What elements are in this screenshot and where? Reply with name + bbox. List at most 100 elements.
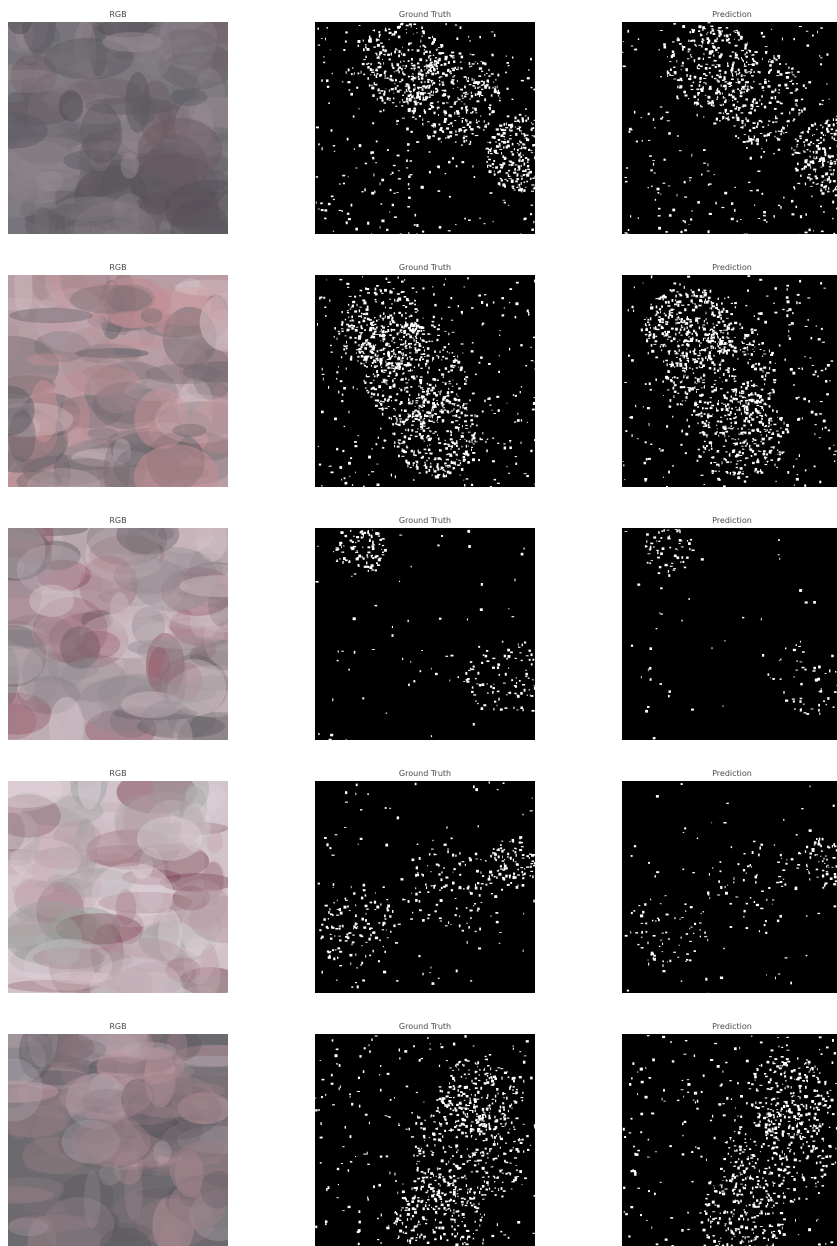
- mask-speckle: [422, 359, 424, 361]
- mask-speckle: [430, 104, 431, 106]
- mask-speckle: [738, 137, 740, 139]
- mask-speckle: [687, 276, 690, 278]
- mask-speckle: [460, 475, 461, 476]
- mask-speckle: [482, 683, 485, 686]
- mask-speckle: [777, 417, 778, 418]
- mask-speckle: [666, 112, 669, 114]
- mask-speckle: [381, 335, 383, 337]
- mask-speckle: [528, 313, 529, 315]
- mask-speckle: [694, 96, 697, 99]
- mask-speckle: [742, 86, 744, 89]
- mask-speckle: [720, 317, 722, 320]
- mask-speckle: [404, 364, 407, 366]
- mask-speckle: [533, 402, 535, 405]
- mask-speckle: [350, 358, 352, 361]
- mask-speckle: [775, 287, 777, 290]
- mask-speckle: [461, 101, 462, 102]
- mask-speckle: [406, 91, 408, 92]
- mask-speckle: [660, 450, 661, 451]
- mask-speckle: [720, 417, 722, 418]
- mask-speckle: [408, 176, 410, 178]
- mask-speckle: [363, 320, 366, 323]
- mask-speckle: [806, 213, 807, 216]
- mask-speckle: [770, 62, 772, 63]
- mask-speckle: [383, 93, 385, 96]
- mask-speckle: [737, 461, 739, 462]
- mask-speckle: [445, 137, 446, 139]
- mask-speckle: [444, 111, 447, 114]
- mask-speckle: [345, 41, 347, 43]
- mask-speckle: [736, 467, 738, 468]
- mask-speckle: [458, 396, 459, 397]
- mask-speckle: [504, 307, 505, 308]
- mask-speckle: [352, 484, 353, 486]
- mask-speckle: [427, 383, 428, 385]
- mask-speckle: [463, 456, 466, 458]
- mask-speckle: [373, 380, 374, 381]
- mask-speckle: [444, 63, 447, 66]
- mask-speckle: [698, 57, 700, 59]
- mask-speckle: [717, 96, 718, 98]
- prediction-speckles: [622, 275, 837, 487]
- mask-speckle: [430, 463, 431, 465]
- mask-speckle: [785, 63, 786, 65]
- mask-speckle: [641, 329, 643, 332]
- mask-speckle: [712, 312, 714, 315]
- mask-speckle: [741, 120, 744, 121]
- mask-speckle: [827, 364, 830, 367]
- mask-speckle: [519, 126, 520, 129]
- mask-speckle: [372, 94, 374, 97]
- mask-speckle: [524, 144, 525, 146]
- mask-speckle: [522, 117, 524, 120]
- mask-speckle: [745, 98, 748, 100]
- mask-speckle: [492, 687, 495, 689]
- mask-speckle: [486, 161, 488, 163]
- mask-speckle: [724, 85, 725, 87]
- mask-speckle: [448, 343, 450, 345]
- mask-speckle: [794, 485, 795, 486]
- mask-speckle: [422, 74, 423, 77]
- mask-speckle: [756, 416, 758, 417]
- mask-speckle: [687, 358, 690, 360]
- mask-speckle: [402, 66, 404, 67]
- mask-speckle: [797, 183, 800, 184]
- mask-speckle: [723, 330, 726, 331]
- mask-speckle: [389, 372, 391, 375]
- mask-speckle: [394, 378, 396, 379]
- mask-speckle: [506, 56, 507, 57]
- mask-speckle: [414, 101, 417, 104]
- mask-speckle: [706, 301, 709, 304]
- mask-speckle: [446, 459, 449, 461]
- mask-speckle: [714, 368, 716, 371]
- mask-speckle: [420, 670, 422, 672]
- mask-speckle: [717, 90, 720, 93]
- mask-speckle: [729, 375, 730, 378]
- mask-speckle: [813, 143, 814, 144]
- mask-speckle: [472, 437, 475, 440]
- mask-speckle: [815, 413, 818, 415]
- mask-speckle: [400, 344, 403, 346]
- mask-speckle: [706, 434, 708, 435]
- mask-speckle: [769, 64, 772, 67]
- mask-speckle: [778, 57, 780, 59]
- mask-speckle: [504, 707, 507, 709]
- mask-speckle: [392, 102, 395, 103]
- mask-speckle: [421, 186, 424, 189]
- mask-speckle: [429, 108, 431, 110]
- mask-speckle: [370, 566, 373, 569]
- mask-speckle: [380, 401, 382, 403]
- mask-speckle: [399, 81, 402, 82]
- mask-speckle: [387, 352, 390, 355]
- mask-speckle: [493, 221, 494, 222]
- rgb-texture-blob: [36, 171, 64, 191]
- mask-speckle: [813, 230, 814, 231]
- mask-speckle: [712, 302, 713, 304]
- mask-speckle: [354, 72, 355, 75]
- mask-speckle: [697, 114, 698, 117]
- mask-speckle: [339, 210, 342, 211]
- mask-speckle: [411, 78, 413, 80]
- mask-speckle: [435, 88, 437, 90]
- mask-speckle: [817, 31, 818, 34]
- mask-speckle: [404, 346, 407, 347]
- mask-speckle: [480, 116, 481, 117]
